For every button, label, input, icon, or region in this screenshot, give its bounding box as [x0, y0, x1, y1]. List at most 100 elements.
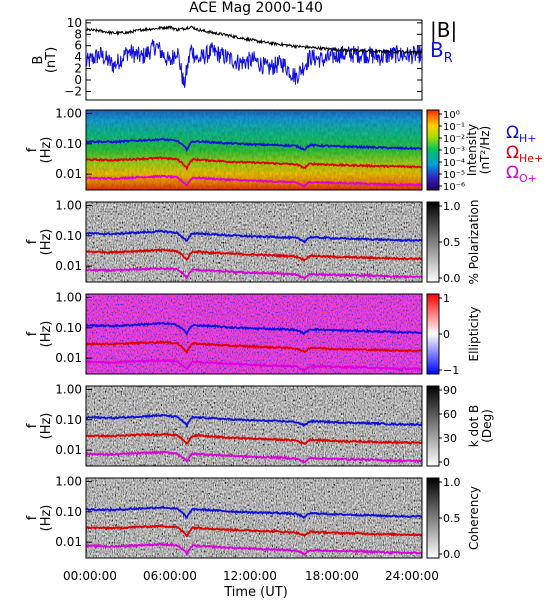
spectrogram-frame [85, 385, 423, 467]
legend-br-label: B [430, 38, 444, 62]
colorbar-tick-label: 10⁻⁵ [443, 170, 465, 181]
y-tick-label: 0.01 [55, 259, 82, 273]
gyrofrequency-line-oplus [86, 266, 422, 281]
time-axis: 00:00:00 06:00:00 12:00:00 18:00:00 24:0… [63, 569, 439, 600]
y-tick-label: 0.01 [55, 167, 82, 181]
y-tick-label: 0.10 [55, 137, 82, 151]
spectrogram-image [86, 294, 422, 374]
colorbar-label: k dot B [467, 405, 481, 447]
figure-title: ACE Mag 2000-140 [189, 0, 323, 16]
y-tick-label: 0.10 [55, 229, 82, 243]
y-axis-label: f [25, 423, 40, 428]
gyrofrequency-line-oplus [86, 542, 422, 557]
gyrofrequency-line-hplus [86, 137, 422, 153]
colorbar-tick-label: 10⁻³ [443, 146, 465, 157]
colorbar-tick-label: 10⁻¹ [443, 122, 465, 133]
y-axis-label: f [25, 331, 40, 336]
spectrogram-frame [85, 201, 423, 283]
spectrogram-texture [86, 294, 422, 374]
colorbar [426, 477, 440, 559]
gyrofrequency-line-heplus [86, 524, 422, 538]
spectrogram-image [86, 386, 422, 466]
colorbar-tick-label: 0.0 [443, 548, 461, 561]
panel1-y-tick-label: 2 [74, 62, 82, 76]
x-tick-label-24: 24:00:00 [385, 569, 439, 583]
y-tick-label: 0.10 [55, 505, 82, 519]
y-axis-label: f [25, 515, 40, 520]
colorbar-tick-label: 0.5 [443, 512, 461, 525]
legend-br: BR [430, 38, 453, 66]
spectrogram-panel-3: 1.00 0.10 0.01 f (Hz) 1 0 −1 Ellipticity [25, 290, 481, 377]
y-tick-label: 1.00 [55, 106, 82, 120]
gyrofrequency-line-oplus [86, 450, 422, 464]
colorbar [426, 293, 440, 375]
spectrogram-panel-5: 1.00 0.10 0.01 f (Hz) 1.0 0.5 0.0 Coherency [25, 474, 481, 561]
y-axis-label: f [25, 147, 40, 152]
y-tick-label: 1.00 [55, 382, 82, 396]
spectrogram-frame [85, 293, 423, 375]
colorbar-tick-label: 0 [443, 456, 450, 469]
legend-br-sub: R [444, 51, 453, 66]
panel1-y-tick-label: 8 [74, 27, 82, 41]
colorbar-tick-label: 1.0 [443, 200, 461, 213]
colorbar-tick-label: 0.0 [443, 272, 461, 285]
colorbar-tick-label: 1 [443, 292, 450, 305]
colorbar-tick-label: 0 [443, 328, 450, 341]
y-tick-label: 0.01 [55, 351, 82, 365]
spectrogram-panels: 1.000.100.01f (Hz)10⁰10⁻¹10⁻²10⁻³10⁻⁴10⁻⁵… [25, 106, 543, 561]
colorbar-tick-label: 10⁰ [443, 110, 460, 121]
colorbar-tick-label: 90 [443, 384, 457, 397]
y-tick-label: 0.10 [55, 321, 82, 335]
colorbar-tick-label: −1 [443, 364, 459, 377]
gyrofrequency-line-hplus [86, 413, 422, 429]
colorbar [426, 109, 440, 191]
y-axis-unit: (Hz) [39, 505, 54, 532]
spectrogram-frame [85, 477, 423, 559]
colorbar-unit: (Deg) [480, 409, 494, 443]
gyrofrequency-line-hplus [86, 229, 422, 244]
colorbar-label: Coherency [467, 486, 481, 550]
gyrofrequency-line-hplus [86, 505, 422, 520]
gyrofrequency-line-heplus [86, 248, 422, 262]
panel1-series [85, 25, 423, 88]
spectrogram-image [86, 478, 422, 558]
spectrogram-panel-1: 1.00 0.10 0.01 f (Hz) 10⁰10⁻¹10⁻²10⁻³10⁻⁴10⁻⁵… [25, 106, 543, 193]
colorbar-unit: (nT²/Hz) [478, 126, 492, 174]
colorbar-tick-label: 10⁻⁶ [443, 182, 465, 193]
ion-legend-hplus: ΩH+ [506, 123, 537, 145]
gyrofrequency-line-heplus [86, 432, 422, 445]
legend-bmag: |B| [430, 18, 457, 42]
x-tick-label-12: 12:00:00 [223, 569, 277, 583]
series-line-bmag [85, 25, 423, 56]
y-tick-label: 1.00 [55, 198, 82, 212]
colorbar-label: Intensity [465, 124, 479, 176]
colorbar-tick-label: 30 [443, 432, 457, 445]
y-tick-label: 1.00 [55, 474, 82, 488]
colorbar-tick-label: 0.5 [443, 236, 461, 249]
ion-legend-oplus: ΩO+ [506, 163, 537, 185]
colorbar-tick-label: 60 [443, 408, 457, 421]
x-axis-label: Time (UT) [223, 585, 288, 600]
y-axis-label: f [25, 239, 40, 244]
gyrofrequency-line-oplus [86, 174, 422, 188]
panel1-frame [85, 19, 423, 101]
gyrofrequency-line-heplus [86, 339, 422, 355]
y-tick-label: 0.01 [55, 535, 82, 549]
panel1-y-tick-label: 10 [67, 16, 82, 30]
spectrogram-panel-4: 1.00 0.10 0.01 f (Hz) 90 60 30 0 k dot B (Deg) [25, 382, 494, 469]
gyrofrequency-line-heplus [86, 156, 422, 172]
panel1-y-tick-label: 4 [74, 50, 82, 64]
colorbar-tick-label: 10⁻⁴ [443, 158, 465, 169]
panel1-y-tick-label: −2 [64, 84, 82, 98]
panel1-y-tick-label: 0 [74, 73, 82, 87]
y-axis-unit: (Hz) [39, 229, 54, 256]
y-axis-unit: (Hz) [39, 321, 54, 348]
gyrofrequency-line-oplus [86, 358, 422, 373]
colorbar-tick-label: 10⁻² [443, 134, 465, 145]
colorbar [426, 385, 440, 467]
x-tick-label-06: 06:00:00 [143, 569, 197, 583]
spectrogram-image [86, 202, 422, 282]
x-tick-label-00: 00:00:00 [63, 569, 117, 583]
